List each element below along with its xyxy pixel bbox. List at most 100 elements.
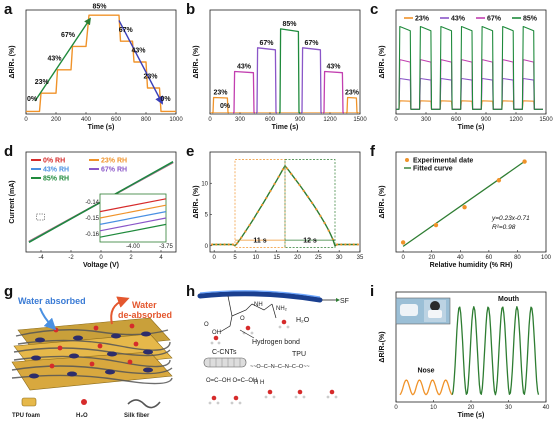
data-point <box>344 243 347 246</box>
legend-label: Experimental date <box>413 158 473 165</box>
data-point <box>219 243 222 246</box>
data-point <box>352 243 355 246</box>
plot-frame-b <box>209 9 361 115</box>
chart-f: 0 20 40 60 80 100 Relative humidity (% RH) ΔR/R… <box>379 151 552 269</box>
pulse-label: 23% <box>345 89 360 96</box>
x-axis-label-d: Voltage (V) <box>83 262 119 269</box>
chart-b: 0 300 600 900 1200 1500 Time (s) ΔR/R₀ (%) 23% 43… <box>193 9 367 131</box>
legend-g: TPU foam H₂O Silk fiber <box>12 397 161 419</box>
foam-stack <box>11 317 173 391</box>
x-axis-label-i: Time (s) <box>458 412 485 419</box>
data-point <box>327 229 330 232</box>
data-point <box>281 168 285 171</box>
svg-text:O: O <box>240 316 245 322</box>
panel-letter-c: c <box>370 1 378 18</box>
data-point <box>252 217 255 220</box>
panel-letter-d: d <box>4 143 13 160</box>
legend-label: 0% RH <box>43 158 65 165</box>
panel-letter-b: b <box>186 1 195 18</box>
chart-i: 0 10 20 30 40 Time (s) ΔR/R₀(%) Nose Mouth <box>379 291 550 419</box>
schematic-g: Water absorbed Water de-absorbed TPU foa… <box>11 296 173 419</box>
inset-x-tick: -3.75 <box>159 244 173 250</box>
x-tick-label-i: 20 <box>468 405 475 411</box>
x-tick-label-b: 600 <box>265 117 276 123</box>
x-tick-label-a: 0 <box>24 117 28 123</box>
data-point <box>285 167 289 170</box>
pulse-0 <box>212 96 229 114</box>
x-tick-label-e: 0 <box>212 255 216 261</box>
sf-label: SF <box>340 298 349 305</box>
x-tick-label-c: 300 <box>421 117 432 123</box>
x-axis-label-a: Time (s) <box>88 124 115 131</box>
svg-text:OH: OH <box>212 330 221 336</box>
x-tick-label-b: 0 <box>208 117 212 123</box>
x-tick-label-d: 4 <box>159 255 163 261</box>
recovery-window <box>284 159 336 248</box>
zoom-region <box>36 213 45 221</box>
inset-x-tick: -4.00 <box>126 244 140 250</box>
panel-letter-a: a <box>4 1 13 18</box>
inset-line-43% RH <box>99 211 167 225</box>
chart-a: 0 200 400 600 800 1000 Time (s) ΔR/R₀ (%) 0% 23% 4… <box>9 3 183 131</box>
x-tick-label-e: 15 <box>273 255 280 261</box>
data-point <box>290 172 293 175</box>
pulse-label: 43% <box>237 63 252 70</box>
legend-label: Fitted curve <box>413 166 453 173</box>
pulse-label: 67% <box>304 40 319 47</box>
x-tick-label-d: 2 <box>129 255 133 261</box>
inset-y-tick: -0.15 <box>85 216 99 222</box>
fitted-curve <box>402 159 527 247</box>
data-label: 23% <box>35 79 50 86</box>
data-point <box>323 221 326 225</box>
data-label: 0% <box>160 96 171 103</box>
pulse-6 <box>346 96 358 114</box>
data-label: 67% <box>119 27 134 34</box>
x-tick-label-b: 300 <box>235 117 246 123</box>
water-deabsorbed-label-2: de-absorbed <box>118 310 172 320</box>
pulse-5 <box>323 70 344 114</box>
series-line-43% <box>396 77 543 110</box>
x-tick-label-a: 400 <box>81 117 92 123</box>
h2o-label-h: H₂O <box>296 317 310 324</box>
x-tick-label-b: 900 <box>295 117 306 123</box>
legend-label: 85% RH <box>43 176 69 183</box>
legend-label: 85% <box>523 16 538 23</box>
pulse-label: 43% <box>326 63 341 70</box>
pulse-label: 85% <box>282 21 297 28</box>
x-tick-label-a: 1000 <box>169 117 183 123</box>
inset-y-tick: -0.14 <box>85 200 99 206</box>
tpu-label: TPU <box>292 351 306 358</box>
y-axis-label-b: ΔR/R₀ (%) <box>193 45 200 78</box>
data-point <box>215 243 218 246</box>
legend-label: 23% RH <box>101 158 127 165</box>
data-point <box>319 214 322 217</box>
x-axis-label-c: Time (s) <box>458 124 485 131</box>
trend-arrow-down <box>118 20 163 105</box>
x-tick-label-e: 30 <box>336 255 343 261</box>
x-tick-label-b: 1200 <box>323 117 337 123</box>
x-axis-label-b: Time (s) <box>272 124 299 131</box>
svg-text:~~O–C–N–C–N–C–O~~: ~~O–C–N–C–N–C–O~~ <box>250 364 310 370</box>
inset-y-tick: -0.16 <box>85 232 99 238</box>
data-point <box>227 243 230 246</box>
experimental-point <box>400 240 406 245</box>
c-cnts-label: C-CNTs <box>212 349 237 356</box>
x-tick-label-i: 40 <box>543 405 550 411</box>
x-tick-label-b: 1500 <box>353 117 367 123</box>
experimental-point <box>462 205 467 210</box>
water-absorbed-label: Water absorbed <box>18 296 86 306</box>
inset-line-85% RH <box>99 223 167 238</box>
pulse-2 <box>256 47 277 114</box>
data-point <box>277 175 280 178</box>
x-tick-label-e: 25 <box>315 255 322 261</box>
x-tick-label-c: 0 <box>394 117 398 123</box>
pulse-label: 23% <box>213 89 228 96</box>
x-tick-label-i: 30 <box>505 405 512 411</box>
absorb-arrow <box>39 307 57 331</box>
panel-letter-i: i <box>370 283 374 300</box>
x-tick-label-f: 60 <box>486 255 493 261</box>
data-point <box>356 243 360 246</box>
x-tick-label-e: 20 <box>294 255 301 261</box>
x-tick-label-d: -2 <box>68 255 74 261</box>
